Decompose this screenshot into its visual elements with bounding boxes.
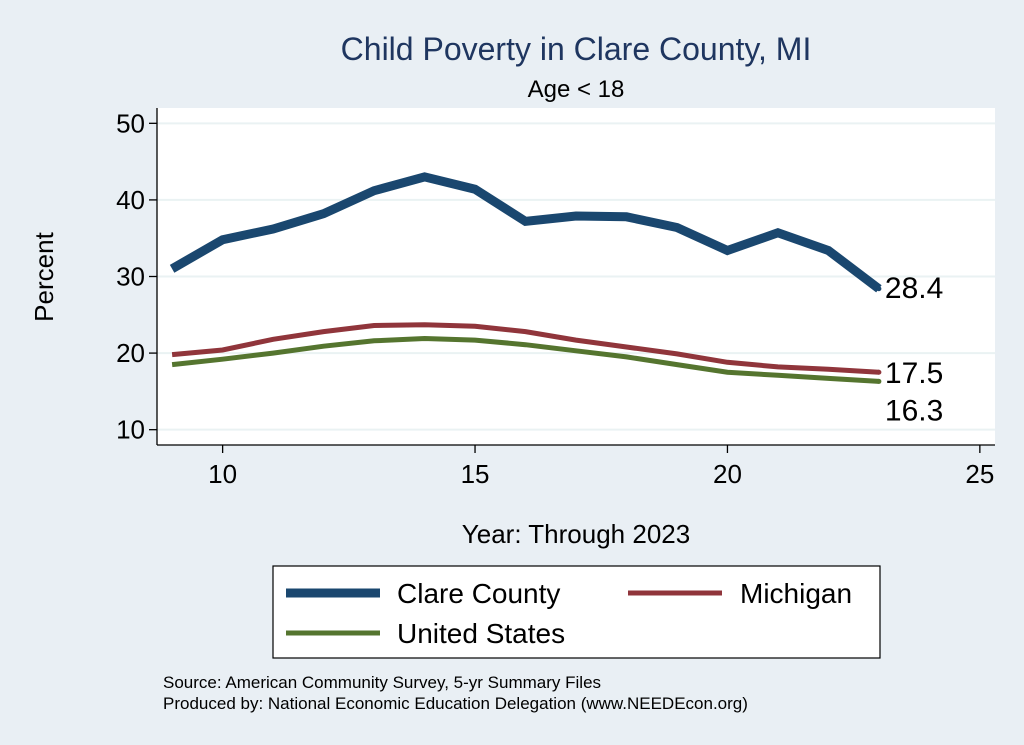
end-label-united-states: 16.3 (885, 394, 943, 427)
series-line-united-states (171, 335, 880, 384)
y-tick-label-30: 30 (116, 262, 145, 292)
legend: Clare County Michigan United States (272, 565, 881, 659)
source-note: Source: American Community Survey, 5-yr … (163, 673, 601, 692)
y-tick-label-20: 20 (116, 338, 145, 368)
x-axis-title: Year: Through 2023 (462, 519, 690, 549)
x-tick-label-25: 25 (965, 459, 994, 489)
y-tick-label-40: 40 (116, 185, 145, 215)
series-end-marker-michigan (876, 369, 882, 375)
series-line-michigan (171, 322, 880, 375)
x-tick-label-20: 20 (713, 459, 742, 489)
producer-note: Produced by: National Economic Education… (163, 694, 748, 713)
end-label-clare-county: 28.4 (885, 272, 943, 305)
legend-label-michigan: Michigan (740, 578, 852, 609)
y-tick-label-10: 10 (116, 415, 145, 445)
axes: 10 20 30 40 50 10 15 20 25 (116, 108, 995, 489)
series-end-marker-united-states (876, 378, 882, 384)
series-lines (169, 172, 882, 384)
y-tick-label-50: 50 (116, 108, 145, 138)
y-axis-title: Percent (29, 231, 59, 321)
legend-box (272, 565, 881, 659)
series-line-clare-county (169, 172, 882, 293)
end-labels: 28.4 17.5 16.3 (885, 272, 943, 428)
x-tick-label-15: 15 (461, 459, 490, 489)
chart-title: Child Poverty in Clare County, MI (341, 31, 812, 67)
chart-subtitle: Age < 18 (528, 76, 625, 103)
legend-label-clare-county: Clare County (397, 578, 560, 609)
x-tick-label-10: 10 (208, 459, 237, 489)
end-label-michigan: 17.5 (885, 357, 943, 390)
legend-label-united-states: United States (397, 618, 565, 649)
series-end-marker-clare-county (876, 286, 882, 292)
